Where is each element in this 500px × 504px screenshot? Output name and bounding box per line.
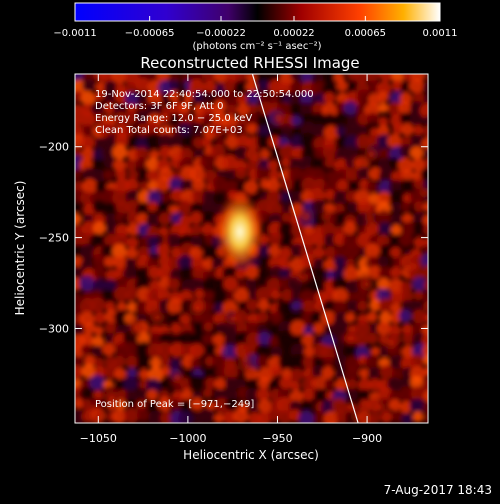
info-line-time: 19-Nov-2014 22:40:54.000 to 22:50:54.000 [95,89,314,100]
colorbar-unit-label: (photons cm⁻² s⁻¹ asec⁻²) [192,41,321,52]
y-tick-label: −200 [39,141,69,154]
info-block: 19-Nov-2014 22:40:54.000 to 22:50:54.000… [95,89,314,136]
y-tick-label: −250 [39,232,69,245]
colorbar-tick-label: 0.00065 [345,28,386,39]
colorbar-tick-label: −0.00065 [125,28,175,39]
x-tick-label: −1000 [169,432,206,445]
peak-position-label: Position of Peak = [−971,−249] [95,399,254,410]
info-line-detectors: Detectors: 3F 6F 9F, Att 0 [95,101,223,112]
colorbar-gradient [74,2,441,22]
x-tick-label: −1050 [80,432,117,445]
y-tick-label: −300 [39,322,69,335]
info-line-energy: Energy Range: 12.0 − 25.0 keV [95,113,252,124]
chart-title: Reconstructed RHESSI Image [140,54,359,72]
solar-limb-line [251,74,359,423]
colorbar-tick-label: 0.0011 [423,28,458,39]
colorbar-tick-label: 0.00022 [273,28,314,39]
flare-source [213,189,266,274]
colorbar-tick-label: −0.0011 [53,28,96,39]
info-line-counts: Clean Total counts: 7.07E+03 [95,125,243,136]
colorbar: −0.0011 −0.00065 −0.00022 0.00022 0.00065 0.0… [53,2,458,52]
x-axis-label: Heliocentric X (arcsec) [183,448,319,462]
y-axis-ticks: −200 −250 −300 [39,141,428,335]
x-tick-label: −900 [352,432,382,445]
colorbar-tick-label: −0.00022 [196,28,246,39]
colorbar-ticks: −0.0011 −0.00065 −0.00022 0.00022 0.00065 0.0… [53,16,458,39]
heatmap-image [75,74,428,423]
x-tick-label: −950 [262,432,292,445]
plot-frame [74,73,429,424]
footer-date: 7-Aug-2017 18:43 [384,483,492,497]
x-axis-ticks: −1050 −1000 −950 −900 [80,74,382,445]
y-axis-label: Heliocentric Y (arcsec) [13,181,27,316]
